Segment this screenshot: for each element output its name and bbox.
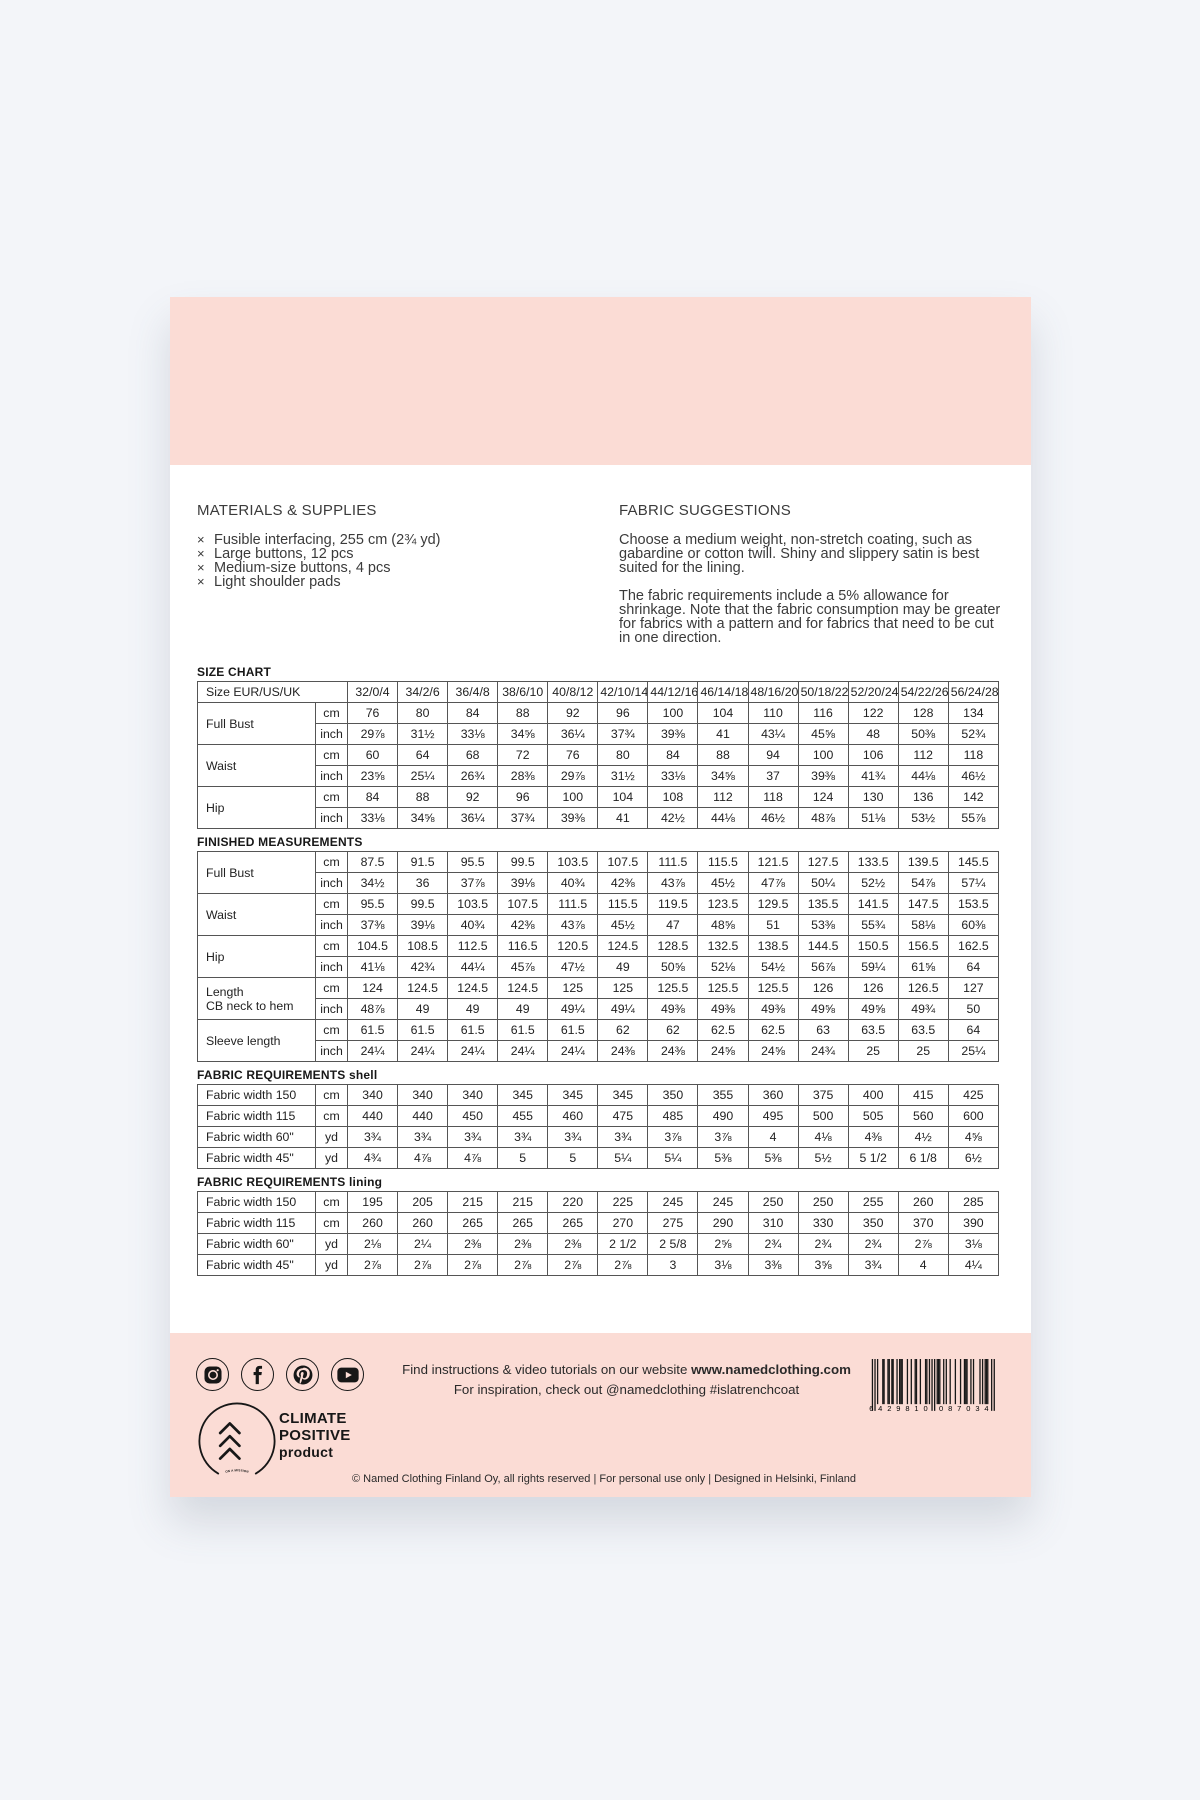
svg-text:9: 9 (896, 1404, 900, 1413)
svg-text:1: 1 (914, 1404, 918, 1413)
svg-text:0: 0 (966, 1404, 970, 1413)
svg-text:2: 2 (887, 1404, 891, 1413)
svg-text:6: 6 (869, 1404, 873, 1413)
svg-text:3: 3 (975, 1404, 979, 1413)
svg-text:ON A MISSION: ON A MISSION (225, 1468, 249, 1474)
svg-text:4: 4 (878, 1404, 882, 1413)
svg-text:7: 7 (957, 1404, 961, 1413)
svg-text:0: 0 (939, 1404, 943, 1413)
svg-text:4: 4 (984, 1404, 988, 1413)
svg-text:0: 0 (923, 1404, 927, 1413)
svg-text:8: 8 (948, 1404, 952, 1413)
svg-text:8: 8 (905, 1404, 909, 1413)
